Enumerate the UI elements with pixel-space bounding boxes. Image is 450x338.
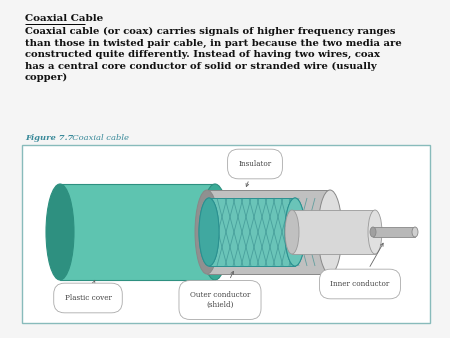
Text: Coaxial Cable: Coaxial Cable: [25, 14, 103, 23]
Bar: [22, 145, 430, 323]
Ellipse shape: [412, 227, 418, 237]
Text: Outer conductor
(shield): Outer conductor (shield): [190, 271, 250, 309]
Text: Insulator: Insulator: [238, 160, 271, 187]
Bar: [373, 227, 415, 237]
Ellipse shape: [195, 190, 219, 274]
Ellipse shape: [368, 210, 382, 254]
Ellipse shape: [199, 198, 219, 266]
Bar: [60, 184, 215, 280]
Bar: [209, 198, 295, 266]
Text: Coaxial cable (or coax) carries signals of higher frequency ranges
than those in: Coaxial cable (or coax) carries signals …: [25, 27, 402, 82]
Text: Figure 7.7: Figure 7.7: [25, 134, 73, 142]
Ellipse shape: [201, 184, 229, 280]
Ellipse shape: [285, 210, 299, 254]
Ellipse shape: [285, 198, 305, 266]
Text: Plastic cover: Plastic cover: [64, 280, 112, 302]
Bar: [207, 190, 330, 274]
Text: Inner conductor: Inner conductor: [330, 243, 390, 288]
Text: Coaxial cable: Coaxial cable: [67, 134, 129, 142]
Ellipse shape: [46, 184, 74, 280]
Ellipse shape: [318, 190, 342, 274]
Ellipse shape: [370, 227, 376, 237]
Bar: [292, 210, 375, 254]
Ellipse shape: [199, 198, 219, 266]
Ellipse shape: [285, 198, 305, 266]
